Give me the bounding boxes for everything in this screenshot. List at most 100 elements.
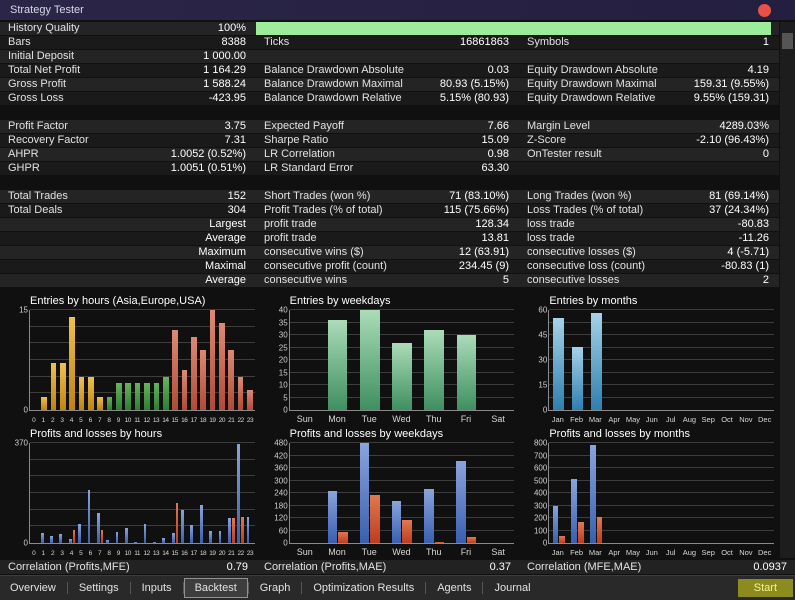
profit-bar [88, 490, 91, 543]
bar-slot [662, 310, 681, 410]
stat-cell: profit trade13.81 [256, 232, 519, 245]
profit-bar [392, 501, 402, 543]
y-axis-tick-label: 10 [262, 381, 288, 390]
stat-label: Balance Drawdown Maximal [264, 78, 403, 91]
tab-overview[interactable]: Overview [0, 579, 66, 597]
chart-bars [30, 443, 255, 543]
bar-slot [96, 310, 105, 410]
bar-slot [49, 310, 58, 410]
tab-graph[interactable]: Graph [250, 579, 301, 597]
bar-slot [680, 310, 699, 410]
stat-cell: loss trade-80.83 [519, 218, 779, 231]
bar-slot [699, 310, 718, 410]
profit-bar [144, 524, 147, 543]
stat-cell: Initial Deposit1 000.00 [0, 50, 256, 63]
y-axis-tick-label: 700 [521, 451, 547, 460]
start-button[interactable]: Start [738, 579, 793, 597]
value-bar [116, 383, 122, 410]
tab-inputs[interactable]: Inputs [132, 579, 182, 597]
stats-row: History Quality100% [0, 22, 779, 35]
x-axis-tick-label: Apr [605, 415, 624, 424]
stat-label: Z-Score [527, 134, 566, 147]
value-bar [144, 383, 150, 410]
bar-slot [180, 310, 189, 410]
x-axis-tick-label: 23 [245, 417, 254, 424]
chart-plot-area: 015304560 [548, 310, 774, 411]
x-axis-tick-label: Mar [586, 415, 605, 424]
scrollbar-thumb[interactable] [782, 33, 793, 49]
bar-slot [322, 443, 354, 543]
stat-label: loss trade [527, 218, 575, 231]
stat-cell: OnTester result 0 [519, 148, 779, 161]
window-title: Strategy Tester [6, 4, 84, 16]
value-bar [210, 310, 216, 410]
stat-label: Short Trades (won %) [264, 190, 370, 203]
loss-bar [467, 537, 477, 543]
x-axis-tick-label: Dec [755, 548, 774, 557]
bar-slot [718, 310, 737, 410]
stat-label: consecutive loss (count) [527, 260, 645, 273]
x-axis-tick-label: Aug [680, 548, 699, 557]
loss-bar [101, 530, 104, 543]
profit-bar [97, 513, 100, 543]
value-bar [191, 337, 197, 410]
x-axis-tick-label: Aug [680, 415, 699, 424]
record-circle-icon[interactable] [758, 4, 771, 17]
tab-optimization-results[interactable]: Optimization Results [303, 579, 424, 597]
tab-separator [248, 582, 249, 594]
tab-settings[interactable]: Settings [69, 579, 129, 597]
y-axis-tick-label: 480 [262, 439, 288, 448]
tab-journal[interactable]: Journal [484, 579, 540, 597]
stat-value: 71 (83.10%) [449, 190, 509, 203]
x-axis-tick-label: 16 [180, 417, 189, 424]
stat-label: OnTester result [527, 148, 602, 161]
bar-slot [418, 443, 450, 543]
bar-slot [170, 443, 179, 543]
bar-slot [189, 443, 198, 543]
tab-separator [425, 582, 426, 594]
x-axis-tick-label: 17 [189, 417, 198, 424]
stat-value: 80.93 (5.15%) [440, 78, 509, 91]
profit-bar [69, 539, 72, 543]
bar-slot [605, 443, 624, 543]
stat-cell: Balance Drawdown Maximal 80.93 (5.15%) [256, 78, 519, 91]
bar-slot [124, 443, 133, 543]
chart-bars [290, 310, 515, 410]
correlation-value: 0.0937 [753, 561, 787, 574]
stat-value: -423.95 [209, 92, 246, 105]
stat-value: 0 [763, 148, 769, 161]
vertical-scrollbar[interactable] [780, 22, 795, 558]
x-axis-tick-label: 13 [151, 417, 160, 424]
x-axis-tick-label: Tue [353, 547, 385, 557]
stat-cell: Average [0, 232, 256, 245]
tab-separator [301, 582, 302, 594]
value-bar [360, 310, 379, 410]
stat-value: 7.66 [488, 120, 509, 133]
stat-label: Sharpe Ratio [264, 134, 328, 147]
y-axis-tick-label: 5 [262, 393, 288, 402]
correlation-cell: Correlation (Profits,MAE)0.37 [256, 560, 519, 574]
x-axis-tick-label: Fri [450, 414, 482, 424]
chart-plot-area: 060120180240300360420480 [289, 443, 515, 544]
bar-slot [245, 310, 254, 410]
stat-cell: Equity Drawdown Relative9.55% (159.31) [519, 92, 779, 105]
bar-slot [86, 310, 95, 410]
stat-label: consecutive wins ($) [264, 246, 364, 259]
bar-slot [96, 443, 105, 543]
x-axis-tick-label: Oct [718, 548, 737, 557]
bar-slot [236, 310, 245, 410]
tab-backtest[interactable]: Backtest [185, 579, 247, 597]
tab-agents[interactable]: Agents [427, 579, 481, 597]
x-axis-tick-label: Sat [482, 414, 514, 424]
loss-bar [338, 532, 348, 543]
stat-label: Balance Drawdown Relative [264, 92, 402, 105]
stat-value: Maximal [205, 260, 246, 273]
chart-title: Profits and losses by weekdays [290, 428, 443, 440]
bar-slot [198, 310, 207, 410]
profit-bar [50, 536, 53, 543]
x-axis-tick-label: 3 [57, 417, 66, 424]
profit-bar [553, 506, 559, 543]
stat-cell: consecutive loss (count)-80.83 (1) [519, 260, 779, 273]
x-axis-tick-label: Tue [353, 414, 385, 424]
x-axis-labels: JanFebMarAprMayJunJulAugSepOctNovDec [548, 415, 774, 424]
